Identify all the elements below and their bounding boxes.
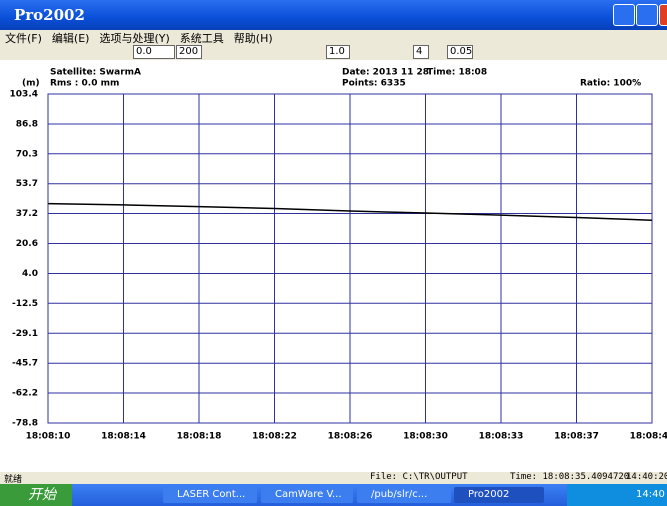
- status-ready: 就绪: [4, 475, 23, 485]
- x-tick-label: 18:08:26: [328, 432, 373, 442]
- input[interactable]: 0.0: [133, 45, 175, 59]
- input[interactable]: 0.05: [447, 45, 473, 59]
- y-axis-label: (m): [22, 79, 40, 89]
- x-tick-label: 18:08:18: [177, 432, 222, 442]
- menu-item[interactable]: 系统工具: [179, 32, 224, 45]
- y-tick-label: 86.8: [16, 119, 38, 129]
- y-tick-label: 103.4: [10, 90, 38, 100]
- y-tick-label: -78.8: [12, 419, 38, 429]
- status-bar: 就绪 File: C:\TR\OUTPUT Time: 18:08:35.409…: [0, 472, 667, 485]
- x-tick-label: 18:08:41: [630, 432, 667, 442]
- input[interactable]: 200: [176, 45, 202, 59]
- menu-item[interactable]: 编辑(E): [51, 32, 90, 45]
- title-bar: Pro2002: [0, 0, 667, 30]
- satellite: Satellite: SwarmA: [50, 68, 141, 78]
- x-tick-label: 18:08:37: [554, 432, 599, 442]
- y-tick-label: -62.2: [12, 389, 38, 399]
- input[interactable]: 1.0: [326, 45, 350, 59]
- task[interactable]: /pub/slr/c...: [357, 487, 451, 503]
- input[interactable]: 4: [413, 45, 429, 59]
- status-clock: 14:40:20: [626, 472, 667, 482]
- y-tick-label: 4.0: [22, 269, 38, 279]
- window-title: Pro2002: [14, 6, 85, 24]
- menu-item[interactable]: 选项与处理(Y): [99, 32, 170, 45]
- ratio: Ratio: 100%: [580, 79, 641, 89]
- status-file: File: C:\TR\OUTPUT: [370, 472, 468, 482]
- x-tick-label: 18:08:30: [403, 432, 448, 442]
- menu-bar: 文件(F) 编辑(E) 选项与处理(Y) 系统工具 帮助(H): [0, 30, 667, 45]
- chart: Satellite: SwarmA Rms : 0.0 mm (m) Date:…: [0, 60, 667, 472]
- y-tick-label: 70.3: [16, 149, 38, 159]
- clock: 14:40: [636, 489, 665, 500]
- date: Date: 2013 11 28: [342, 68, 429, 78]
- minimize[interactable]: [613, 4, 635, 26]
- data-line: [47, 202, 653, 221]
- y-tick-label: -45.7: [12, 359, 38, 369]
- menu-item[interactable]: 文件(F): [5, 32, 42, 45]
- y-tick-label: 20.6: [16, 239, 38, 249]
- task[interactable]: CamWare V...: [261, 487, 353, 503]
- toolbar: 0.0 200 1.0 4 0.05: [0, 44, 667, 61]
- x-tick-label: 18:08:14: [101, 432, 146, 442]
- close[interactable]: [659, 4, 667, 26]
- taskbar: 开始 LASER Cont... CamWare V... /pub/slr/c…: [0, 484, 667, 506]
- x-tick-label: 18:08:10: [26, 432, 71, 442]
- x-tick-label: 18:08:22: [252, 432, 297, 442]
- y-tick-label: -29.1: [12, 329, 38, 339]
- rms: Rms : 0.0 mm: [50, 79, 119, 89]
- menu-item[interactable]: 帮助(H): [233, 32, 273, 45]
- y-tick-label: 53.7: [16, 179, 38, 189]
- y-tick-label: 37.2: [16, 209, 38, 219]
- maximize[interactable]: [636, 4, 658, 26]
- start-button[interactable]: 开始: [0, 484, 72, 506]
- task[interactable]: LASER Cont...: [163, 487, 257, 503]
- points: Points: 6335: [342, 79, 406, 89]
- x-tick-label: 18:08:33: [479, 432, 524, 442]
- y-tick-label: -12.5: [12, 299, 38, 309]
- task[interactable]: Pro2002: [454, 487, 544, 503]
- status-time: Time: 18:08:35.4094720: [510, 472, 630, 482]
- time: Time: 18:08: [427, 68, 487, 78]
